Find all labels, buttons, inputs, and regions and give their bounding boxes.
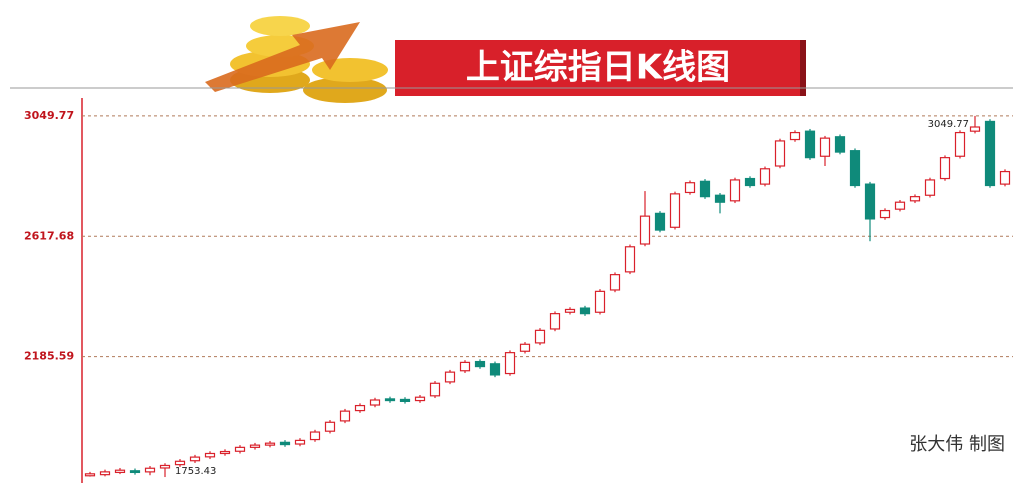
- arrow: [205, 22, 360, 92]
- candle-body: [729, 179, 741, 202]
- candle-body: [309, 431, 321, 441]
- candle-body: [204, 452, 216, 458]
- candle-body: [939, 157, 951, 180]
- chart-title: 上证综指日K线图: [466, 48, 730, 88]
- candle-body: [864, 183, 876, 220]
- candle-body: [999, 170, 1011, 185]
- candle-body: [489, 363, 501, 376]
- candle-body: [114, 469, 126, 474]
- annotation: 3049.77: [928, 119, 969, 130]
- candle-body: [294, 439, 306, 445]
- y-tick-label: 3049.77: [24, 109, 74, 122]
- candle-body: [279, 441, 291, 446]
- candle-body: [549, 313, 561, 330]
- candle-body: [894, 201, 906, 210]
- candle-body: [834, 136, 846, 153]
- candle-body: [174, 460, 186, 466]
- coin: [303, 77, 387, 103]
- banner-decoration: [205, 16, 806, 103]
- annotation: 1753.43: [175, 466, 216, 477]
- candle-body: [819, 137, 831, 157]
- candle-body: [909, 196, 921, 202]
- candle-body: [759, 168, 771, 185]
- coin: [312, 58, 388, 82]
- candle-body: [924, 179, 936, 196]
- candle-body: [144, 467, 156, 473]
- candle-body: [699, 180, 711, 198]
- candle-body: [414, 396, 426, 402]
- y-tick-label: 2185.59: [24, 350, 74, 363]
- candle-body: [369, 399, 381, 406]
- candle-body: [324, 421, 336, 432]
- candle-body: [744, 177, 756, 187]
- candle-body: [969, 126, 981, 132]
- credit: 张大伟 制图: [909, 434, 1005, 455]
- candle-body: [459, 361, 471, 372]
- candle-body: [339, 410, 351, 422]
- candle-body: [429, 382, 441, 397]
- candle-body: [519, 343, 531, 352]
- candle-body: [879, 209, 891, 219]
- candle-body: [609, 274, 621, 291]
- candle-body: [234, 446, 246, 452]
- candle-body: [474, 360, 486, 368]
- candle-body: [804, 130, 816, 159]
- candle-body: [399, 398, 411, 402]
- candle-body: [954, 131, 966, 157]
- candle-body: [789, 131, 801, 141]
- banner-edge: [800, 40, 806, 96]
- candle-body: [684, 182, 696, 194]
- candle-body: [594, 290, 606, 313]
- y-tick-label: 2617.68: [24, 229, 74, 242]
- candle-body: [579, 307, 591, 315]
- candle-body: [714, 194, 726, 203]
- candle-body: [189, 456, 201, 462]
- candle-body: [159, 464, 171, 469]
- candle-body: [774, 140, 786, 167]
- candle-body: [564, 308, 576, 313]
- coin: [250, 16, 310, 36]
- candle-body: [669, 193, 681, 228]
- candle-body: [219, 450, 231, 455]
- candle-body: [99, 471, 111, 476]
- candle-body: [984, 120, 996, 187]
- candle-body: [249, 444, 261, 448]
- candle-body: [129, 470, 141, 474]
- candle-body: [444, 371, 456, 383]
- candle-body: [639, 215, 651, 245]
- candle-body: [504, 352, 516, 375]
- candle-body: [624, 246, 636, 273]
- title-banner: [395, 40, 800, 96]
- candle-body: [264, 442, 276, 446]
- candle-body: [354, 404, 366, 412]
- candle-body: [654, 212, 666, 231]
- candle-body: [384, 398, 396, 402]
- candle-body: [534, 329, 546, 344]
- candle-body: [849, 150, 861, 187]
- candle-body: [84, 473, 96, 477]
